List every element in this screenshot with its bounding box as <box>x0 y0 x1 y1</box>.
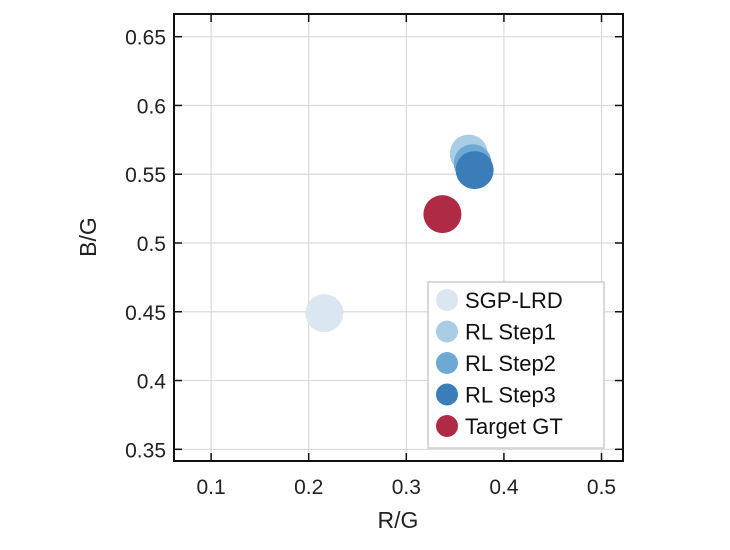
legend-label: RL Step3 <box>465 383 556 408</box>
legend-marker <box>436 415 458 437</box>
legend-marker <box>436 352 458 374</box>
y-tick-label: 0.6 <box>137 95 166 118</box>
x-tick-label: 0.2 <box>294 476 323 499</box>
y-axis-label: B/G <box>75 217 101 257</box>
y-tick-label: 0.55 <box>125 164 166 187</box>
data-point <box>423 195 462 234</box>
plot-area-frame <box>173 13 624 462</box>
x-axis-label: R/G <box>378 507 419 533</box>
legend-marker <box>436 320 458 343</box>
legend-marker <box>436 383 458 406</box>
axis-ticks: 0.1 0.2 0.3 0.4 0.5 0.35 0.4 0.45 0.5 0.55 0.6 0.65 <box>125 14 623 499</box>
legend-label: Target GT <box>465 414 563 439</box>
data-point <box>305 294 344 333</box>
legend-label: SGP-LRD <box>465 288 563 313</box>
legend-label: RL Step2 <box>465 351 556 376</box>
x-tick-label: 0.4 <box>489 476 519 499</box>
legend-marker <box>436 289 458 311</box>
y-tick-label: 0.4 <box>137 371 167 394</box>
legend: SGP-LRD RL Step1 RL Step2 RL Step3 Target GT <box>427 281 605 449</box>
data-points <box>305 134 494 333</box>
data-point <box>455 151 494 190</box>
y-tick-label: 0.5 <box>137 233 166 256</box>
x-tick-label: 0.5 <box>587 476 616 499</box>
legend-label: RL Step1 <box>465 320 556 345</box>
x-tick-label: 0.3 <box>392 476 421 499</box>
y-tick-label: 0.35 <box>125 439 166 462</box>
y-tick-label: 0.45 <box>125 302 166 325</box>
grid-lines <box>174 14 623 461</box>
x-tick-label: 0.1 <box>196 476 225 499</box>
y-tick-label: 0.65 <box>125 27 166 50</box>
